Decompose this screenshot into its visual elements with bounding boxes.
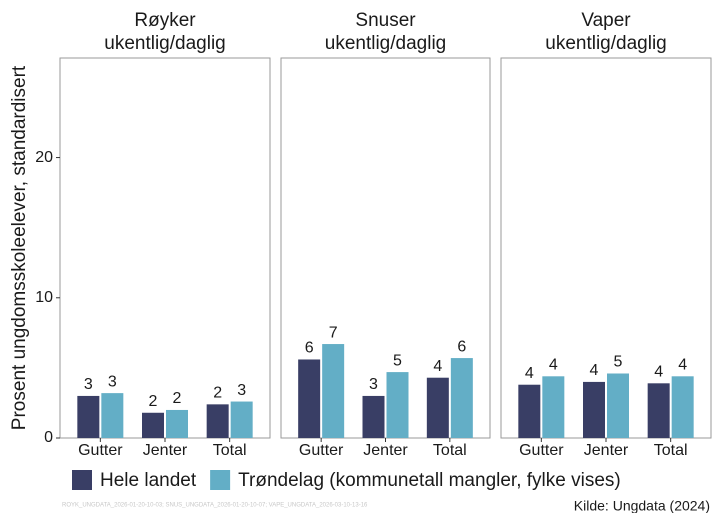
value-label: 3 <box>237 382 246 399</box>
panel-title: ukentlig/daglig <box>545 33 666 54</box>
value-label: 4 <box>525 365 534 382</box>
value-label: 4 <box>678 357 687 374</box>
bar <box>607 373 629 438</box>
x-tick-label: Jenter <box>584 442 629 459</box>
bar <box>426 377 449 438</box>
y-axis-label: Prosent ungdomsskoleelever, standardiser… <box>9 65 30 430</box>
bar <box>77 395 100 438</box>
panel-title: Vaper <box>581 10 631 31</box>
bar <box>206 404 229 438</box>
x-tick-label: Gutter <box>78 442 123 459</box>
value-label: 5 <box>393 352 402 369</box>
value-label: 6 <box>457 338 466 355</box>
bar <box>542 376 565 438</box>
value-label: 4 <box>654 364 663 381</box>
x-tick-label: Jenter <box>143 442 188 459</box>
value-label: 4 <box>590 362 599 379</box>
bar <box>386 372 409 438</box>
panel-title: Snuser <box>355 10 416 31</box>
legend-label: Trøndelag (kommunetall mangler, fylke vi… <box>238 470 621 491</box>
bar <box>101 393 124 438</box>
panel-title: Røyker <box>134 10 196 31</box>
value-label: 3 <box>84 376 93 393</box>
footnote: ROYK_UNGDATA_2026-01-20-10-03; SNUS_UNGD… <box>62 503 368 509</box>
value-label: 4 <box>433 358 442 375</box>
caption: Kilde: Ungdata (2024) <box>574 498 710 513</box>
bar <box>166 409 188 438</box>
bar <box>450 358 473 438</box>
x-tick-label: Total <box>213 442 247 459</box>
value-label: 7 <box>329 324 338 341</box>
x-tick-label: Gutter <box>299 442 344 459</box>
value-label: 4 <box>549 357 558 374</box>
bar <box>671 376 694 438</box>
bar <box>230 401 253 438</box>
panel-title: ukentlig/daglig <box>325 33 446 54</box>
bar <box>518 384 541 438</box>
legend-label: Hele landet <box>100 470 197 491</box>
legend-swatch <box>72 470 92 490</box>
legend-swatch <box>210 470 231 490</box>
x-tick-label: Jenter <box>363 442 408 459</box>
x-tick-label: Total <box>433 442 467 459</box>
bar <box>583 381 605 438</box>
value-label: 3 <box>369 376 378 393</box>
value-label: 2 <box>149 393 158 410</box>
value-label: 2 <box>173 390 182 407</box>
x-tick-label: Gutter <box>519 442 564 459</box>
value-label: 2 <box>213 385 222 402</box>
bar <box>322 344 345 438</box>
y-tick-label: 0 <box>44 429 53 446</box>
bar <box>647 383 670 438</box>
value-label: 3 <box>108 373 117 390</box>
bar <box>362 395 385 438</box>
bar <box>142 412 164 438</box>
value-label: 5 <box>614 354 623 371</box>
y-tick-label: 10 <box>35 289 53 306</box>
value-label: 6 <box>305 340 314 357</box>
x-tick-label: Total <box>654 442 688 459</box>
y-tick-label: 20 <box>35 149 53 166</box>
bar <box>298 359 321 438</box>
panel-title: ukentlig/daglig <box>104 33 225 54</box>
